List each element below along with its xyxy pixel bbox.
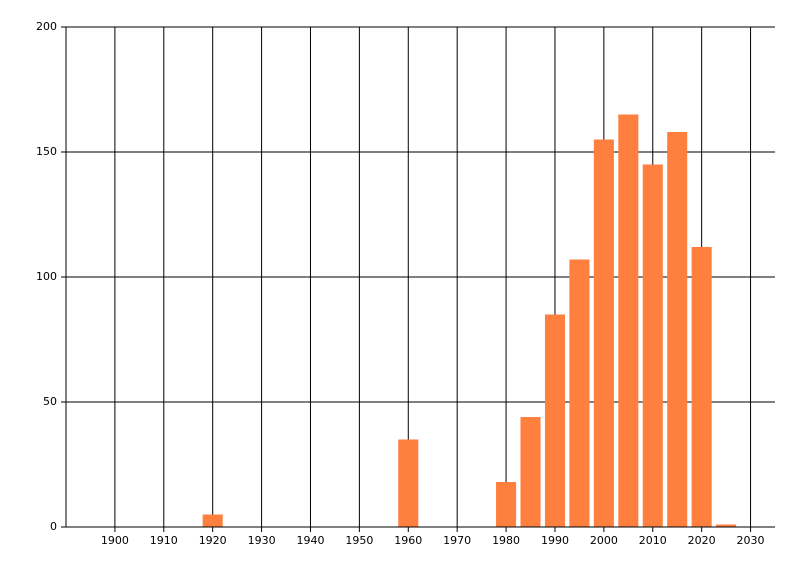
x-tick-label: 2000 (590, 534, 618, 547)
y-tick-label: 200 (36, 20, 57, 33)
bar (593, 139, 614, 527)
x-tick-label: 2020 (688, 534, 716, 547)
x-tick-label: 1940 (296, 534, 324, 547)
bar (202, 514, 223, 527)
x-tick-label: 1980 (492, 534, 520, 547)
x-tick-label: 1910 (150, 534, 178, 547)
bar (642, 164, 663, 527)
x-tick-label: 1900 (101, 534, 129, 547)
x-tick-label: 2030 (737, 534, 765, 547)
y-tick-label: 150 (36, 145, 57, 158)
bar (618, 114, 639, 527)
x-tick-label: 1930 (248, 534, 276, 547)
x-tick-label: 1950 (345, 534, 373, 547)
bar (667, 132, 688, 527)
bar (569, 259, 590, 527)
bar (544, 314, 565, 527)
bar (691, 247, 712, 527)
x-tick-label: 2010 (639, 534, 667, 547)
bar (716, 524, 737, 527)
bar (520, 417, 541, 527)
x-tick-label: 1990 (541, 534, 569, 547)
y-tick-label: 0 (50, 520, 57, 533)
x-tick-label: 1960 (394, 534, 422, 547)
x-tick-label: 1970 (443, 534, 471, 547)
bar (398, 439, 419, 527)
x-tick-label: 1920 (199, 534, 227, 547)
bar (496, 482, 517, 527)
y-tick-label: 50 (43, 395, 57, 408)
y-tick-label: 100 (36, 270, 57, 283)
